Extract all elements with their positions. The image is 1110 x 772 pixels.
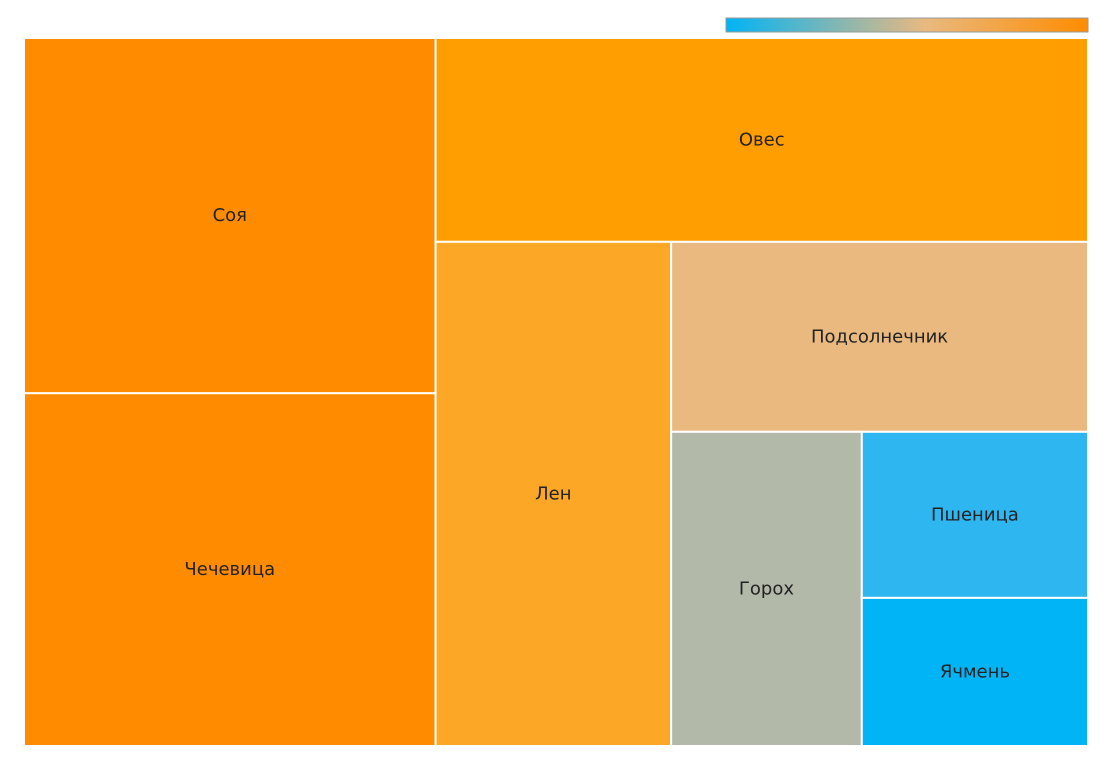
treemap-tile-label: Чечевица <box>184 559 275 580</box>
treemap-tile[interactable]: Лен <box>434 240 673 747</box>
treemap-tile-label: Овес <box>739 129 785 150</box>
treemap-tile[interactable]: Чечевица <box>23 392 437 747</box>
treemap-tile[interactable]: Пшеница <box>860 430 1089 599</box>
treemap-tile-rect[interactable] <box>670 430 863 747</box>
treemap-tile[interactable]: Подсолнечник <box>670 240 1089 433</box>
treemap-tile-rect[interactable] <box>434 240 673 747</box>
treemap-tile-rect[interactable] <box>434 37 1089 243</box>
treemap-tile-label: Лен <box>535 483 571 504</box>
treemap-tile-rect[interactable] <box>23 392 437 747</box>
treemap-tile-label: Пшеница <box>931 504 1019 525</box>
treemap-tile-rect[interactable] <box>670 240 1089 433</box>
treemap-tiles: Соя Чечевица Овес Лен Подсолнечник Горох Пшени… <box>23 37 1089 748</box>
treemap-tile-rect[interactable] <box>23 37 437 395</box>
treemap-tile-label: Соя <box>213 205 247 226</box>
treemap-tile-label: Подсолнечник <box>811 326 948 347</box>
treemap-tile-label: Горох <box>739 578 794 599</box>
treemap-tile-rect[interactable] <box>860 596 1089 748</box>
treemap-tile[interactable]: Овес <box>434 37 1089 243</box>
treemap-tile[interactable]: Ячмень <box>860 596 1089 748</box>
treemap-tile[interactable]: Соя <box>23 37 437 395</box>
color-scale-legend <box>725 17 1089 33</box>
treemap-tile-label: Ячмень <box>940 661 1010 682</box>
treemap-tile[interactable]: Горох <box>670 430 863 747</box>
